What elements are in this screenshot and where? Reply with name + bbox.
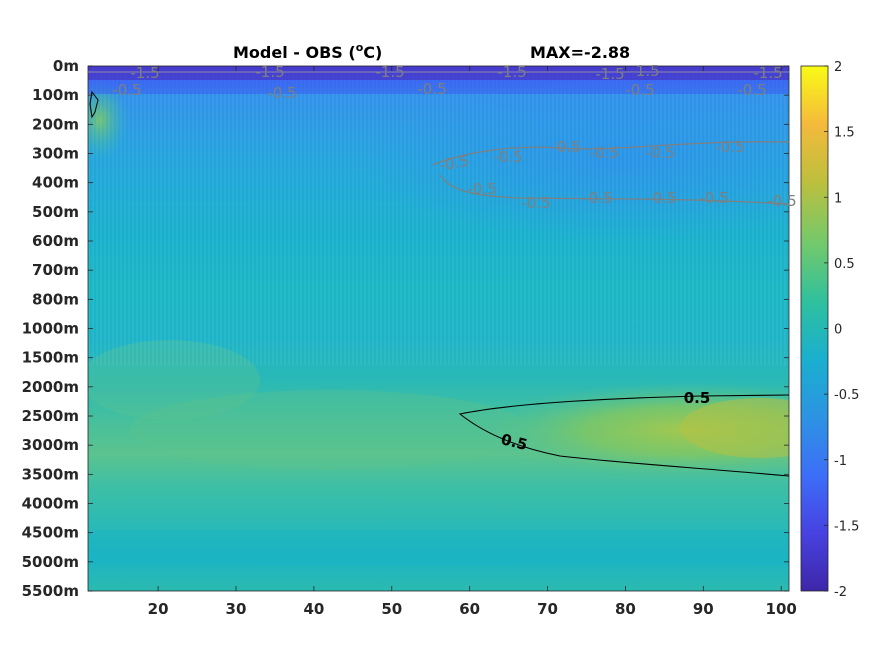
contour-label: -0.5 (715, 138, 744, 156)
contour-line-small-upper-left (89, 90, 99, 119)
colorbar-tick-label: -1.5 (834, 519, 859, 534)
colorbar-tick-label: 1.5 (834, 126, 855, 141)
y-tick-label: 3000m (22, 436, 79, 454)
colorbar-ticks: 2 1.5 1 0.5 0 -0.5 -1 -1.5 -2 (824, 60, 859, 600)
y-axis: 0m 100m 200m 300m 400m 500m 600m 700m 800m 1000m 1… (22, 57, 789, 600)
x-tick-label: 20 (148, 600, 169, 618)
contour-line-neg1.5 (87, 70, 790, 74)
y-tick-label: 1500m (22, 349, 79, 367)
contour-label: -0.5 (551, 138, 580, 156)
x-tick-label: 90 (693, 600, 714, 618)
contour-label: -0.5 (417, 80, 446, 98)
max-annotation: MAX=-2.88 (530, 43, 630, 62)
x-tick-label: 40 (303, 600, 324, 618)
contour-label: -0.5 (737, 81, 766, 99)
contour-label: -0.5 (583, 189, 612, 207)
contour-label: -1.5 (497, 63, 526, 81)
y-tick-label: 5500m (22, 582, 79, 600)
colorbar-tick-label: 2 (834, 60, 842, 75)
y-tick-label: 3500m (22, 465, 79, 483)
y-tick-label: 500m (32, 203, 79, 221)
colorbar-tick-label: 0.5 (834, 257, 855, 272)
chart-title-unit-sup: o (356, 41, 364, 54)
contour-label: -1.5 (255, 63, 284, 81)
contour-label: -0.5 (438, 152, 470, 175)
contour-label: -0.5 (645, 144, 674, 162)
y-tick-label: 400m (32, 174, 79, 192)
x-tick-label: 100 (766, 600, 797, 618)
contour-line-0.5 (458, 394, 790, 477)
chart-title: Model - OBS (oC) (233, 41, 382, 62)
colorbar-gradient (800, 65, 829, 592)
contour-label: -0.5 (521, 194, 550, 212)
y-tick-label: 700m (32, 261, 79, 279)
x-tick-label: 70 (537, 600, 558, 618)
contour-label: -1.5 (630, 62, 659, 80)
contour-label: 0.5 (684, 389, 711, 407)
contour-line-neg0.5-upper (431, 141, 790, 166)
x-tick-label: 80 (615, 600, 636, 618)
contour-label: -0.5 (589, 144, 618, 162)
contour-label: -0.5 (767, 192, 796, 210)
y-tick-label: 4500m (22, 524, 79, 542)
contour-label: -1.5 (375, 63, 404, 81)
chart-title-unit-end: C) (363, 43, 382, 62)
colorbar-tick-label: -0.5 (834, 388, 859, 403)
x-tick-label: 30 (226, 600, 247, 618)
contour-label: -1.5 (130, 64, 159, 82)
x-tick-label: 50 (381, 600, 402, 618)
y-tick-label: 200m (32, 115, 79, 133)
contour-label: -1.5 (595, 65, 624, 83)
contour-label: -0.5 (493, 148, 522, 166)
x-tick-label: 60 (459, 600, 480, 618)
contour-label: -0.5 (647, 189, 676, 207)
y-tick-label: 0m (53, 57, 79, 75)
colorbar-tick-label: 1 (834, 191, 842, 206)
heatmap-field (88, 66, 789, 591)
contour-label: -0.5 (112, 81, 141, 99)
contour-label: -0.5 (267, 84, 296, 102)
colorbar: 2 1.5 1 0.5 0 -0.5 -1 -1.5 -2 (800, 60, 859, 600)
contour-line-neg0.5-lower (439, 174, 790, 205)
y-tick-label: 300m (32, 145, 79, 163)
y-tick-label: 4000m (22, 495, 79, 513)
contour-label: -0.5 (625, 81, 654, 99)
x-axis: 20 30 40 50 60 70 80 90 100 (148, 66, 797, 618)
chart-title-main: Model - OBS ( (233, 43, 356, 62)
y-tick-label: 600m (32, 232, 79, 250)
y-tick-label: 2500m (22, 407, 79, 425)
contour-label: -1.5 (753, 64, 782, 82)
contour-label: -0.5 (699, 189, 728, 207)
y-tick-label: 2000m (22, 378, 79, 396)
y-tick-label: 5000m (22, 553, 79, 571)
y-tick-label: 1000m (22, 320, 79, 338)
contour-label: -0.5 (467, 180, 496, 198)
colorbar-tick-label: 0 (834, 323, 842, 338)
colorbar-tick-label: -1 (834, 454, 847, 469)
colorbar-tick-label: -2 (834, 585, 847, 600)
y-tick-label: 800m (32, 290, 79, 308)
contour-labels: 0.5 0.5 -0.5 -0.5 -0.5 -0.5 -0.5 -0.5 -0.5 -0.5 -0… (112, 62, 796, 454)
contour-label: 0.5 (499, 430, 529, 454)
y-tick-label: 100m (32, 86, 79, 104)
